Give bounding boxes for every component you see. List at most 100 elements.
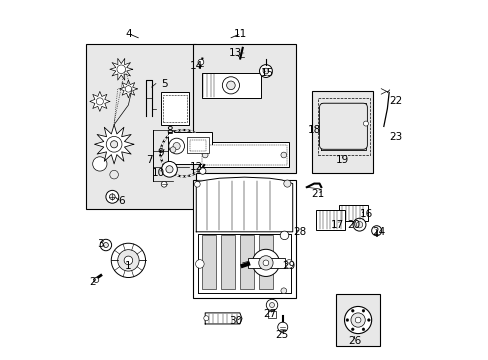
- Polygon shape: [198, 234, 290, 293]
- Bar: [187, 137, 208, 153]
- Text: 16: 16: [359, 209, 372, 219]
- Circle shape: [277, 322, 287, 332]
- Circle shape: [202, 152, 207, 158]
- Circle shape: [125, 86, 131, 92]
- Circle shape: [110, 170, 118, 179]
- Text: 3: 3: [98, 239, 104, 249]
- Text: 28: 28: [293, 227, 306, 237]
- Text: 11: 11: [234, 28, 247, 39]
- Circle shape: [361, 309, 364, 312]
- Text: 30: 30: [228, 316, 242, 326]
- Text: 1: 1: [125, 261, 131, 271]
- Circle shape: [96, 98, 103, 105]
- Circle shape: [352, 218, 365, 231]
- Bar: [163, 95, 186, 122]
- Circle shape: [165, 166, 173, 173]
- Bar: [339, 205, 367, 221]
- Circle shape: [106, 136, 122, 152]
- Circle shape: [226, 81, 235, 90]
- Bar: [201, 235, 216, 289]
- Circle shape: [361, 328, 364, 331]
- Text: 12: 12: [189, 162, 203, 172]
- Circle shape: [363, 121, 367, 126]
- Circle shape: [356, 221, 362, 228]
- Bar: [312, 91, 372, 173]
- Circle shape: [124, 256, 132, 265]
- Circle shape: [354, 317, 360, 323]
- Circle shape: [266, 299, 277, 311]
- Circle shape: [110, 141, 118, 148]
- Circle shape: [103, 243, 108, 248]
- Circle shape: [94, 278, 99, 283]
- Text: 25: 25: [275, 330, 288, 341]
- Circle shape: [194, 181, 200, 187]
- Circle shape: [109, 194, 115, 200]
- Bar: [258, 235, 272, 289]
- Circle shape: [366, 319, 369, 321]
- Text: 10: 10: [152, 168, 165, 178]
- Polygon shape: [196, 177, 292, 232]
- Bar: [247, 258, 284, 267]
- Circle shape: [173, 143, 180, 150]
- Circle shape: [259, 64, 272, 77]
- Bar: [202, 145, 286, 165]
- Text: 19: 19: [335, 156, 348, 165]
- Circle shape: [285, 260, 293, 268]
- Circle shape: [283, 180, 290, 187]
- Circle shape: [258, 256, 272, 270]
- Circle shape: [350, 328, 353, 331]
- Circle shape: [350, 313, 365, 327]
- Text: 17: 17: [330, 220, 343, 230]
- Circle shape: [280, 231, 288, 240]
- Circle shape: [371, 226, 381, 236]
- Circle shape: [93, 157, 107, 171]
- Circle shape: [170, 147, 176, 153]
- Circle shape: [161, 181, 166, 187]
- Bar: [240, 235, 254, 289]
- Bar: [160, 93, 189, 125]
- Bar: [220, 235, 234, 289]
- Bar: [200, 143, 288, 167]
- Text: 26: 26: [347, 337, 361, 346]
- Text: 5: 5: [161, 78, 167, 89]
- FancyBboxPatch shape: [319, 103, 366, 149]
- Circle shape: [111, 243, 145, 278]
- Circle shape: [168, 138, 184, 154]
- Text: 2: 2: [89, 277, 96, 287]
- Circle shape: [350, 309, 353, 312]
- Polygon shape: [94, 125, 134, 164]
- Text: 6: 6: [118, 197, 124, 206]
- Text: 23: 23: [389, 132, 402, 142]
- Bar: [268, 311, 275, 318]
- Circle shape: [162, 161, 177, 177]
- Circle shape: [263, 260, 268, 266]
- Bar: [192, 180, 296, 298]
- Bar: [201, 73, 260, 98]
- Text: 13: 13: [228, 48, 242, 58]
- Bar: [167, 132, 212, 164]
- Text: 20: 20: [346, 220, 359, 230]
- Polygon shape: [90, 91, 110, 111]
- Circle shape: [344, 306, 371, 334]
- Circle shape: [281, 152, 286, 158]
- Text: 29: 29: [282, 261, 295, 271]
- Circle shape: [117, 65, 125, 73]
- Polygon shape: [205, 313, 242, 324]
- Polygon shape: [110, 58, 132, 80]
- Circle shape: [199, 168, 205, 174]
- Circle shape: [345, 319, 348, 321]
- Bar: [315, 210, 344, 230]
- Text: 7: 7: [146, 156, 153, 165]
- Circle shape: [198, 59, 203, 65]
- Text: 18: 18: [307, 125, 320, 135]
- Text: 4: 4: [125, 28, 131, 39]
- Bar: [192, 44, 296, 173]
- Circle shape: [203, 316, 208, 321]
- Circle shape: [100, 239, 111, 251]
- Bar: [335, 294, 380, 346]
- Bar: [189, 140, 206, 151]
- Text: 15: 15: [261, 68, 274, 78]
- Circle shape: [106, 190, 119, 203]
- Circle shape: [263, 68, 268, 74]
- Text: 22: 22: [389, 96, 402, 107]
